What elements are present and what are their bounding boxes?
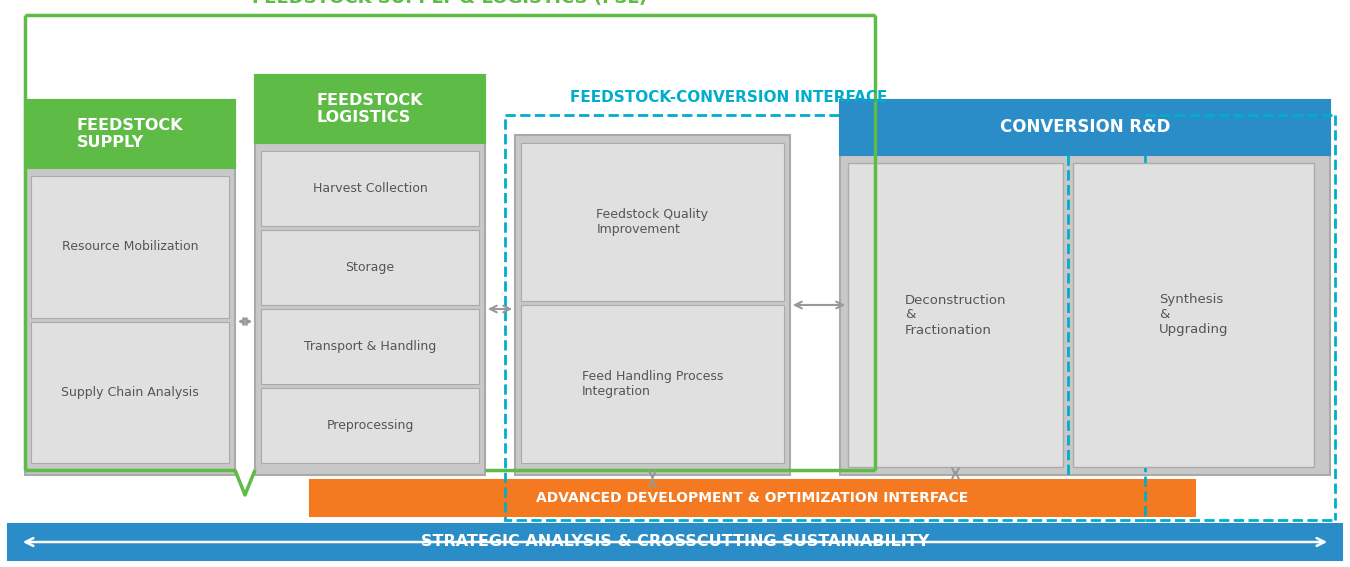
Text: Supply Chain Analysis: Supply Chain Analysis <box>61 386 198 399</box>
Bar <box>840 100 1330 475</box>
Bar <box>261 151 479 226</box>
Text: FEEDSTOCK SUPPLY & LOGISTICS (FSL): FEEDSTOCK SUPPLY & LOGISTICS (FSL) <box>252 0 648 7</box>
Text: ADVANCED DEVELOPMENT & OPTIMIZATION INTERFACE: ADVANCED DEVELOPMENT & OPTIMIZATION INTE… <box>536 491 968 505</box>
Text: FEEDSTOCK-CONVERSION INTERFACE: FEEDSTOCK-CONVERSION INTERFACE <box>570 90 888 105</box>
Bar <box>26 100 235 475</box>
Text: Resource Mobilization: Resource Mobilization <box>62 240 198 253</box>
Bar <box>26 100 235 168</box>
Bar <box>514 135 790 475</box>
Text: STRATEGIC ANALYSIS & CROSSCUTTING SUSTAINABILITY: STRATEGIC ANALYSIS & CROSSCUTTING SUSTAI… <box>421 535 929 549</box>
Bar <box>261 230 479 305</box>
Text: Synthesis
&
Upgrading: Synthesis & Upgrading <box>1158 294 1228 336</box>
Bar <box>1073 163 1314 467</box>
Bar <box>505 115 1145 520</box>
Text: FEEDSTOCK
LOGISTICS: FEEDSTOCK LOGISTICS <box>317 93 424 125</box>
Text: Harvest Collection: Harvest Collection <box>313 182 428 195</box>
Text: Transport & Handling: Transport & Handling <box>304 340 436 353</box>
Bar <box>521 143 784 301</box>
Bar <box>840 100 1330 155</box>
Bar <box>310 480 1195 516</box>
Text: Preprocessing: Preprocessing <box>327 419 413 432</box>
Bar <box>261 309 479 384</box>
Text: Storage: Storage <box>346 261 394 274</box>
Text: Feed Handling Process
Integration: Feed Handling Process Integration <box>582 370 724 398</box>
Bar <box>255 75 485 143</box>
Bar <box>848 163 1062 467</box>
Bar <box>31 176 230 318</box>
Text: Feedstock Quality
Improvement: Feedstock Quality Improvement <box>597 208 709 236</box>
Bar <box>261 388 479 463</box>
Text: Deconstruction
&
Fractionation: Deconstruction & Fractionation <box>904 294 1006 336</box>
Bar <box>31 321 230 463</box>
Text: FEEDSTOCK
SUPPLY: FEEDSTOCK SUPPLY <box>77 118 184 150</box>
Bar <box>521 305 784 463</box>
Bar <box>8 524 1342 560</box>
Bar <box>255 75 485 475</box>
Text: CONVERSION R&D: CONVERSION R&D <box>1000 119 1170 137</box>
